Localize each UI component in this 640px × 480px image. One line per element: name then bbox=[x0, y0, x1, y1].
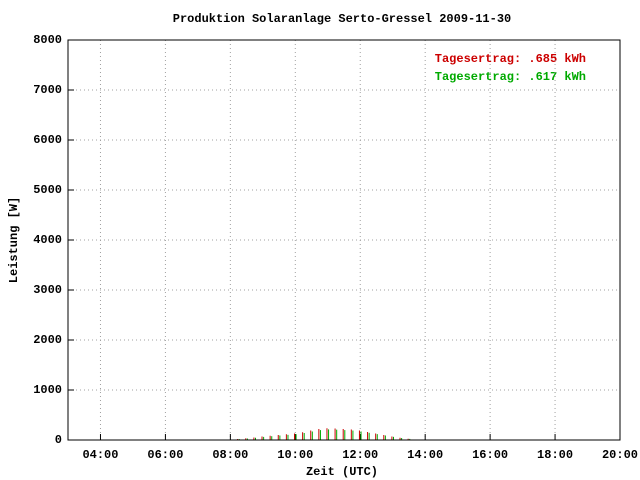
y-tick-label: 7000 bbox=[33, 83, 62, 97]
y-tick-label: 1000 bbox=[33, 383, 62, 397]
y-axis-label: Leistung [W] bbox=[7, 197, 21, 283]
x-axis-label: Zeit (UTC) bbox=[306, 465, 378, 479]
x-tick-label: 18:00 bbox=[537, 448, 573, 462]
y-tick-label: 8000 bbox=[33, 33, 62, 47]
y-tick-label: 6000 bbox=[33, 133, 62, 147]
x-tick-label: 16:00 bbox=[472, 448, 508, 462]
x-tick-label: 20:00 bbox=[602, 448, 638, 462]
x-tick-label: 06:00 bbox=[147, 448, 183, 462]
y-tick-label: 3000 bbox=[33, 283, 62, 297]
annotation: Tagesertrag: .685 kWh bbox=[435, 52, 586, 66]
annotation: Tagesertrag: .617 kWh bbox=[435, 70, 586, 84]
x-tick-label: 14:00 bbox=[407, 448, 443, 462]
chart-title: Produktion Solaranlage Serto-Gressel 200… bbox=[173, 12, 511, 26]
x-tick-label: 08:00 bbox=[212, 448, 248, 462]
x-tick-label: 12:00 bbox=[342, 448, 378, 462]
y-tick-label: 4000 bbox=[33, 233, 62, 247]
y-tick-label: 0 bbox=[55, 433, 62, 447]
y-tick-label: 2000 bbox=[33, 333, 62, 347]
plot-border bbox=[67, 39, 621, 441]
x-tick-label: 10:00 bbox=[277, 448, 313, 462]
y-tick-label: 5000 bbox=[33, 183, 62, 197]
x-tick-label: 04:00 bbox=[82, 448, 118, 462]
